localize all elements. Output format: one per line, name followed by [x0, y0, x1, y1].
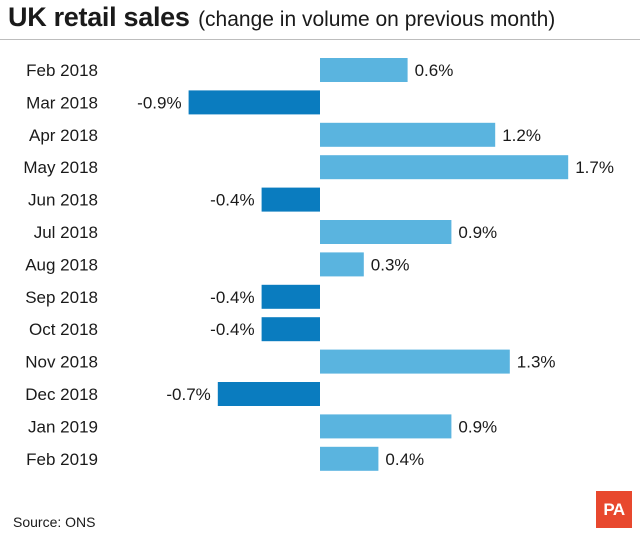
category-label: May 2018 [23, 158, 98, 177]
bar-positive [320, 155, 569, 180]
category-label: Apr 2018 [29, 126, 98, 145]
value-label: 1.3% [517, 353, 556, 372]
category-label: Jul 2018 [34, 223, 98, 242]
category-label: Mar 2018 [26, 93, 98, 112]
value-label: 0.6% [415, 61, 454, 80]
bar-positive [320, 122, 496, 147]
chart-title-row: UK retail sales (change in volume on pre… [8, 2, 555, 33]
category-label: Feb 2018 [26, 61, 98, 80]
value-label: 1.2% [502, 126, 541, 145]
value-label: -0.4% [210, 191, 254, 210]
bar-positive [320, 414, 452, 439]
category-label: Oct 2018 [29, 320, 98, 339]
bar-positive [320, 220, 452, 244]
value-label: 0.9% [458, 223, 497, 242]
chart-subtitle: (change in volume on previous month) [198, 8, 556, 31]
bar-negative [261, 317, 320, 342]
value-label: -0.7% [166, 385, 210, 404]
value-label: 0.3% [371, 255, 410, 274]
value-label: 1.7% [575, 158, 614, 177]
category-label: Aug 2018 [25, 255, 98, 274]
source-note: Source: ONS [13, 514, 96, 530]
category-label: Nov 2018 [25, 353, 98, 372]
value-label: -0.4% [210, 288, 254, 307]
pa-logo-text: PA [603, 499, 625, 519]
value-label: 0.4% [385, 450, 424, 469]
bar-positive [320, 349, 510, 374]
category-label: Dec 2018 [25, 385, 98, 404]
bar-positive [320, 58, 408, 82]
value-label: -0.9% [137, 93, 181, 112]
category-label: Jan 2019 [28, 417, 98, 436]
bar-negative [217, 382, 320, 406]
bar-chart: Feb 2018 0.6% Mar 2018 -0.9% Apr 2018 1.2% May… [23, 58, 614, 471]
bar-positive [320, 446, 379, 471]
bar-negative [261, 187, 320, 212]
title-divider [0, 39, 640, 40]
category-label: Feb 2019 [26, 450, 98, 469]
value-label: 0.9% [458, 417, 497, 436]
pa-logo: PA [596, 491, 632, 528]
category-label: Sep 2018 [25, 288, 98, 307]
bar-positive [320, 252, 364, 277]
value-label: -0.4% [210, 320, 254, 339]
chart-title: UK retail sales [8, 2, 190, 32]
bar-negative [261, 284, 320, 309]
category-label: Jun 2018 [28, 191, 98, 210]
bar-negative [188, 90, 320, 115]
